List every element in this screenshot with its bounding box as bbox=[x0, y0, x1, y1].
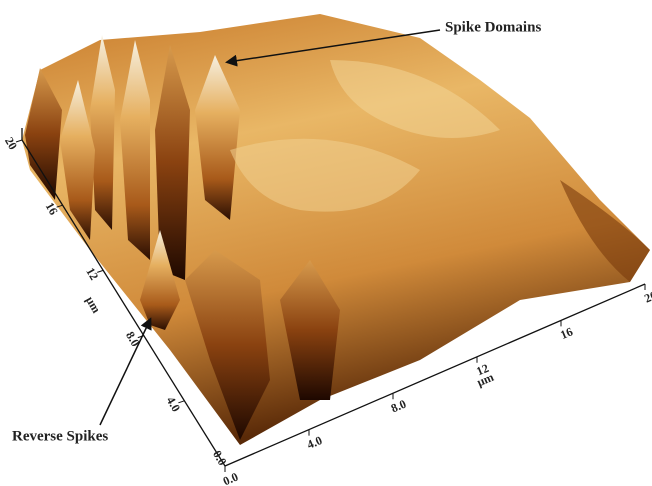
tick-label: 8.0 bbox=[123, 329, 143, 349]
axis-unit: μm bbox=[83, 294, 104, 316]
tick bbox=[15, 139, 23, 143]
surface bbox=[22, 14, 650, 445]
tick bbox=[178, 400, 185, 404]
tick bbox=[56, 204, 63, 208]
annotation: Reverse Spikes bbox=[12, 428, 108, 444]
tick-label: 0.0 bbox=[221, 469, 240, 486]
axis-unit: μm bbox=[475, 370, 496, 389]
annotation: Spike Domains bbox=[445, 19, 541, 35]
arrow bbox=[99, 317, 152, 426]
tick-label: 0.0 bbox=[210, 448, 230, 468]
tick-label: 4.0 bbox=[164, 394, 184, 414]
tick bbox=[97, 269, 104, 273]
tick-label: 4.0 bbox=[305, 433, 324, 452]
tick-label: 12 bbox=[474, 361, 491, 379]
tick-label: 20 bbox=[642, 288, 652, 306]
surface-texture bbox=[25, 35, 650, 440]
tick-label: 8.0 bbox=[389, 397, 408, 416]
tick-label: 12 bbox=[83, 265, 101, 282]
arrow bbox=[225, 29, 441, 67]
tick-label: 16 bbox=[558, 324, 575, 342]
axes bbox=[21, 128, 646, 467]
tick-label: 20 bbox=[2, 135, 20, 152]
